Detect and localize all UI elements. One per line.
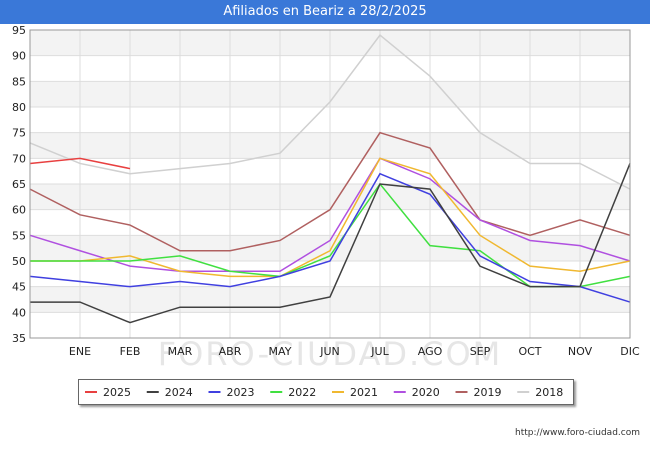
legend-label: 2025 — [103, 386, 131, 399]
x-tick-label: JUN — [319, 345, 340, 358]
footer-url: http://www.foro-ciudad.com — [515, 428, 640, 438]
y-tick-label: 75 — [12, 127, 26, 140]
series-line-2024 — [30, 163, 631, 324]
series-line-2019 — [29, 131, 631, 252]
y-tick-label: 45 — [12, 281, 26, 294]
x-tick-label: OCT — [518, 345, 541, 358]
y-tick-label: 60 — [12, 204, 26, 217]
y-tick-label: 35 — [12, 332, 26, 345]
y-tick-label: 65 — [12, 178, 26, 191]
title-bar: Afiliados en Beariz a 28/2/2025 — [0, 0, 650, 24]
series-line-2018 — [29, 34, 631, 190]
legend-label: 2024 — [165, 386, 193, 399]
chart-title: Afiliados en Beariz a 28/2/2025 — [223, 4, 427, 19]
legend-label: 2018 — [535, 386, 563, 399]
x-tick-label: SEP — [470, 345, 491, 358]
legend-label: 2021 — [350, 386, 378, 399]
y-tick-label: 85 — [12, 75, 26, 88]
series-line-2020 — [29, 157, 631, 273]
legend-label: 2023 — [227, 386, 255, 399]
y-tick-label: 90 — [12, 50, 26, 63]
legend-label: 2020 — [412, 386, 440, 399]
y-tick-label: 80 — [12, 101, 26, 114]
x-tick-label: DIC — [620, 345, 640, 358]
series-line-2025 — [29, 157, 131, 170]
x-tick-label: ENE — [69, 345, 91, 358]
x-tick-label: MAR — [168, 345, 193, 358]
series-line-2023 — [29, 172, 631, 303]
y-tick-label: 40 — [12, 306, 26, 319]
x-tick-label: NOV — [568, 345, 593, 358]
y-tick-label: 50 — [12, 255, 26, 268]
y-tick-label: 70 — [12, 152, 26, 165]
legend-label: 2019 — [474, 386, 502, 399]
x-tick-label: JUL — [370, 345, 389, 358]
watermark: FORO-CIUDAD.COM — [158, 335, 503, 373]
legend-label: 2022 — [288, 386, 316, 399]
plot-border — [29, 29, 631, 339]
y-tick-label: 95 — [12, 24, 26, 37]
x-tick-label: ABR — [219, 345, 242, 358]
x-tick-label: AGO — [418, 345, 443, 358]
x-tick-label: MAY — [269, 345, 292, 358]
y-tick-label: 55 — [12, 229, 26, 242]
x-tick-label: FEB — [120, 345, 141, 358]
legend: 2025 2024 2023 2022 2021 2020 2019 2018 — [78, 379, 574, 405]
series-line-2021 — [30, 157, 631, 278]
